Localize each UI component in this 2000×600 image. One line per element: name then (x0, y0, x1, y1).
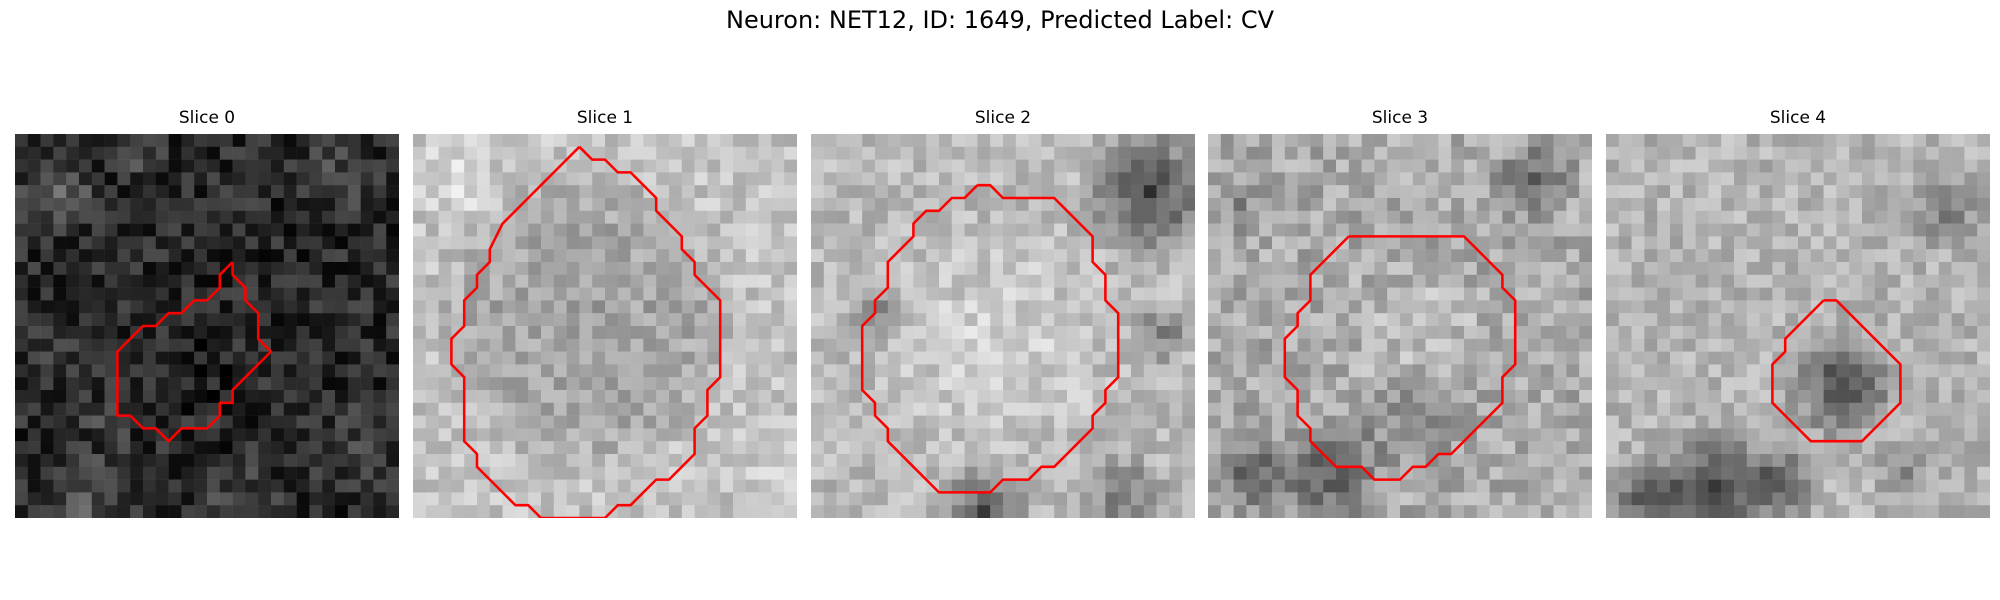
segmentation-contour (1771, 299, 1902, 443)
segmentation-contour (450, 145, 722, 518)
slice-title: Slice 3 (1371, 108, 1429, 128)
segmentation-contour (860, 183, 1120, 494)
slice-image-1 (413, 134, 797, 518)
slice-title: Slice 0 (178, 108, 236, 128)
slice-image-3 (1208, 134, 1592, 518)
slice-image-4 (1606, 134, 1990, 518)
slice-title: Slice 1 (576, 108, 634, 128)
slice-image-0 (15, 134, 399, 518)
slice-title: Slice 2 (974, 108, 1032, 128)
slice-title: Slice 4 (1769, 108, 1827, 128)
slice-image-2 (811, 134, 1195, 518)
segmentation-contour (116, 261, 273, 443)
segmentation-contour (1283, 235, 1517, 481)
figure-title: Neuron: NET12, ID: 1649, Predicted Label… (726, 6, 1274, 34)
